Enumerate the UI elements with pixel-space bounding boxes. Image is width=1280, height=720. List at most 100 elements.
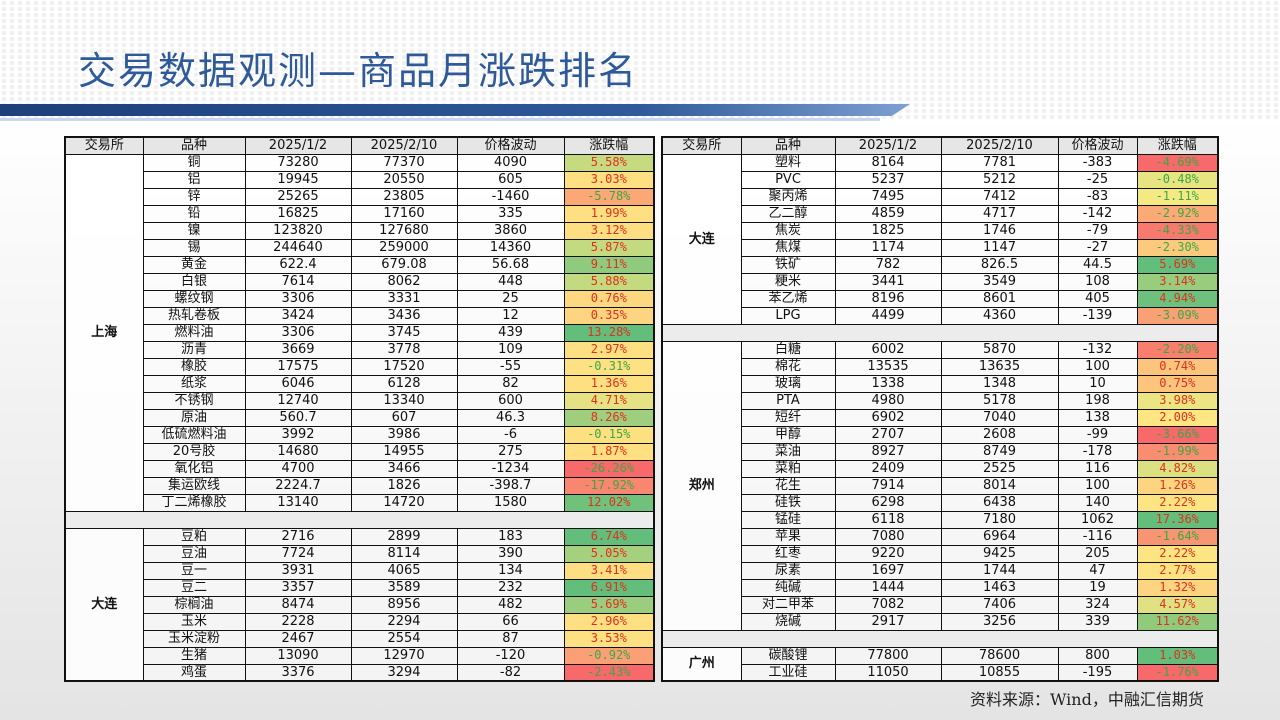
change-percent: 3.14% [1136, 272, 1219, 291]
price-2025-01-02: 77800 [834, 646, 942, 665]
column-header: 交易所 [64, 136, 144, 155]
price-change: 198 [1057, 391, 1138, 410]
commodity-name: 锌 [142, 187, 246, 206]
table-row: 不锈钢 12740 13340 600 4.71% [65, 391, 655, 410]
price-change: -139 [1057, 306, 1138, 325]
table-row: 大连 塑料 8164 7781 -383 -4.69% [661, 153, 1219, 325]
price-2025-02-10: 1348 [940, 374, 1059, 393]
commodity-name: 豆粕 [142, 527, 246, 546]
price-2025-01-02: 4499 [834, 306, 942, 325]
table-row: 苹果 7080 6964 -116 -1.64% [662, 527, 1219, 546]
column-header: 2025/2/10 [350, 136, 458, 155]
price-2025-02-10: 7781 [940, 153, 1059, 172]
price-2025-01-02: 3306 [244, 323, 352, 342]
table-row: 粳米 3441 3549 108 3.14% [662, 272, 1219, 291]
change-percent: 0.75% [1136, 374, 1219, 393]
title-underline-thin [0, 118, 880, 121]
price-change: 56.68 [456, 255, 565, 274]
price-2025-02-10: 7406 [940, 595, 1059, 614]
price-2025-02-10: 2899 [350, 527, 458, 546]
change-percent: 1.26% [1136, 476, 1219, 495]
change-percent: -1.99% [1136, 442, 1219, 461]
price-2025-02-10: 78600 [940, 646, 1059, 665]
table-row: 菜粕 2409 2525 116 4.82% [662, 459, 1219, 478]
change-percent: 4.57% [1136, 595, 1219, 614]
table-row: 花生 7914 8014 100 1.26% [662, 476, 1219, 495]
exchange-cell: 大连 [64, 527, 144, 682]
table-row: 铁矿 782 826.5 44.5 5.69% [662, 255, 1219, 274]
change-percent: 2.22% [1136, 493, 1219, 512]
commodity-name: 燃料油 [142, 323, 246, 342]
price-2025-02-10: 1746 [940, 221, 1059, 240]
price-2025-02-10: 7180 [940, 510, 1059, 529]
commodity-name: 苯乙烯 [740, 289, 836, 308]
price-2025-01-02: 7914 [834, 476, 942, 495]
commodity-name: 棉花 [740, 357, 836, 376]
price-2025-02-10: 8062 [350, 272, 458, 291]
price-2025-01-02: 11050 [834, 663, 942, 682]
price-2025-01-02: 5237 [834, 170, 942, 189]
commodity-name: 粳米 [740, 272, 836, 291]
price-2025-01-02: 7614 [244, 272, 352, 291]
table-row: 鸡蛋 3376 3294 -82 -2.43% [65, 663, 655, 682]
price-2025-01-02: 622.4 [244, 255, 352, 274]
change-percent: -26.26% [563, 459, 655, 478]
price-change: 324 [1057, 595, 1138, 614]
commodity-name: 菜粕 [740, 459, 836, 478]
change-percent: -2.43% [563, 663, 655, 682]
price-2025-02-10: 5212 [940, 170, 1059, 189]
price-change: -116 [1057, 527, 1138, 546]
price-2025-01-02: 3441 [834, 272, 942, 291]
table-row: PTA 4980 5178 198 3.98% [662, 391, 1219, 410]
price-change: 47 [1057, 561, 1138, 580]
price-2025-02-10: 23805 [350, 187, 458, 206]
price-change: 140 [1057, 493, 1138, 512]
change-percent: -3.66% [1136, 425, 1219, 444]
price-change: 335 [456, 204, 565, 223]
price-change: 14360 [456, 238, 565, 257]
price-2025-02-10: 9425 [940, 544, 1059, 563]
price-2025-02-10: 3256 [940, 612, 1059, 631]
change-percent: 2.00% [1136, 408, 1219, 427]
price-2025-02-10: 13340 [350, 391, 458, 410]
commodity-name: 红枣 [740, 544, 836, 563]
commodity-name: 集运欧线 [142, 476, 246, 495]
change-percent: 0.76% [563, 289, 655, 308]
change-percent: 0.35% [563, 306, 655, 325]
price-change: -99 [1057, 425, 1138, 444]
commodity-name: 锡 [142, 238, 246, 257]
price-change: 134 [456, 561, 565, 580]
price-2025-02-10: 3745 [350, 323, 458, 342]
commodity-name: 鸡蛋 [142, 663, 246, 682]
table-row: 工业硅 11050 10855 -195 -1.76% [662, 663, 1219, 682]
table-row: 镍 123820 127680 3860 3.12% [65, 221, 655, 240]
change-percent: -2.30% [1136, 238, 1219, 257]
commodity-name: 硅铁 [740, 493, 836, 512]
table-row: 锰硅 6118 7180 1062 17.36% [662, 510, 1219, 529]
table-row: 焦煤 1174 1147 -27 -2.30% [662, 238, 1219, 257]
price-2025-02-10: 3589 [350, 578, 458, 597]
table-row: 乙二醇 4859 4717 -142 -2.92% [662, 204, 1219, 223]
change-percent: -2.20% [1136, 340, 1219, 359]
table-row: PVC 5237 5212 -25 -0.48% [662, 170, 1219, 189]
change-percent: -4.33% [1136, 221, 1219, 240]
table-row: 黄金 622.4 679.08 56.68 9.11% [65, 255, 655, 274]
price-2025-02-10: 3294 [350, 663, 458, 682]
commodity-name: 棕榈油 [142, 595, 246, 614]
change-percent: 12.02% [563, 493, 655, 512]
change-percent: 5.58% [563, 153, 655, 172]
table-row: 广州 碳酸锂 77800 78600 800 1.03% [661, 646, 1219, 682]
price-2025-01-02: 6046 [244, 374, 352, 393]
price-change: 1580 [456, 493, 565, 512]
change-percent: 4.82% [1136, 459, 1219, 478]
price-2025-01-02: 12740 [244, 391, 352, 410]
price-change: 800 [1057, 646, 1138, 665]
price-2025-01-02: 4700 [244, 459, 352, 478]
table-row: 铅 16825 17160 335 1.99% [65, 204, 655, 223]
price-2025-02-10: 3778 [350, 340, 458, 359]
change-percent: 6.91% [563, 578, 655, 597]
price-change: 109 [456, 340, 565, 359]
change-percent: 17.36% [1136, 510, 1219, 529]
change-percent: -0.92% [563, 646, 655, 665]
price-2025-01-02: 25265 [244, 187, 352, 206]
